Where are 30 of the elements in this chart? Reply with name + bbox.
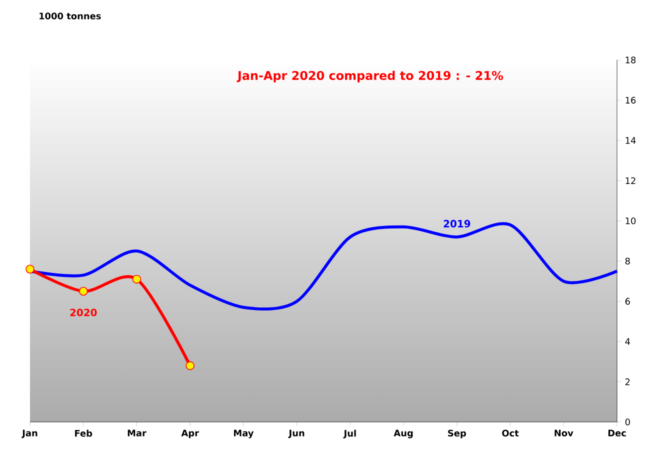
x-tick-label: Mar — [128, 430, 146, 436]
point — [132, 274, 142, 284]
point — [26, 264, 34, 274]
x-tick-label: Aug — [394, 430, 413, 438]
y-tick-label: 0 — [625, 418, 630, 426]
x-tick-label: Jun — [288, 430, 304, 438]
y-tick-label: 12 — [626, 177, 636, 184]
series-label: 2020 — [70, 308, 97, 316]
x-tick-label: Jan — [22, 430, 38, 438]
y-tick-label: 16 — [626, 96, 636, 104]
point — [186, 361, 194, 370]
text: Jan-Apr 2020 compared to 2019 : - 21% — [236, 70, 504, 82]
x-tick-label: Oct — [502, 430, 519, 437]
series-label: 2019 — [444, 220, 470, 228]
x-tick-label: Feb — [75, 430, 92, 437]
x-tick-label: Dec — [608, 430, 626, 436]
point — [78, 286, 88, 296]
x-tick-label: Nov — [554, 430, 574, 436]
y-tick-label: 14 — [626, 137, 636, 144]
x-tick-label: Sep — [448, 430, 466, 438]
y-tick-label: 2 — [625, 378, 630, 386]
x-tick-label: Jul — [343, 430, 356, 438]
y-axis-title: 1000 tonnes — [40, 12, 101, 20]
y-tick-label: 10 — [626, 217, 636, 224]
x-tick-label: Apr — [181, 430, 199, 438]
y-tick-label: 18 — [626, 56, 636, 64]
y-tick-label: 4 — [625, 338, 630, 345]
y-tick-label: 6 — [625, 298, 630, 305]
y-tick-label: 8 — [625, 258, 630, 264]
x-tick-label: May — [234, 430, 254, 438]
